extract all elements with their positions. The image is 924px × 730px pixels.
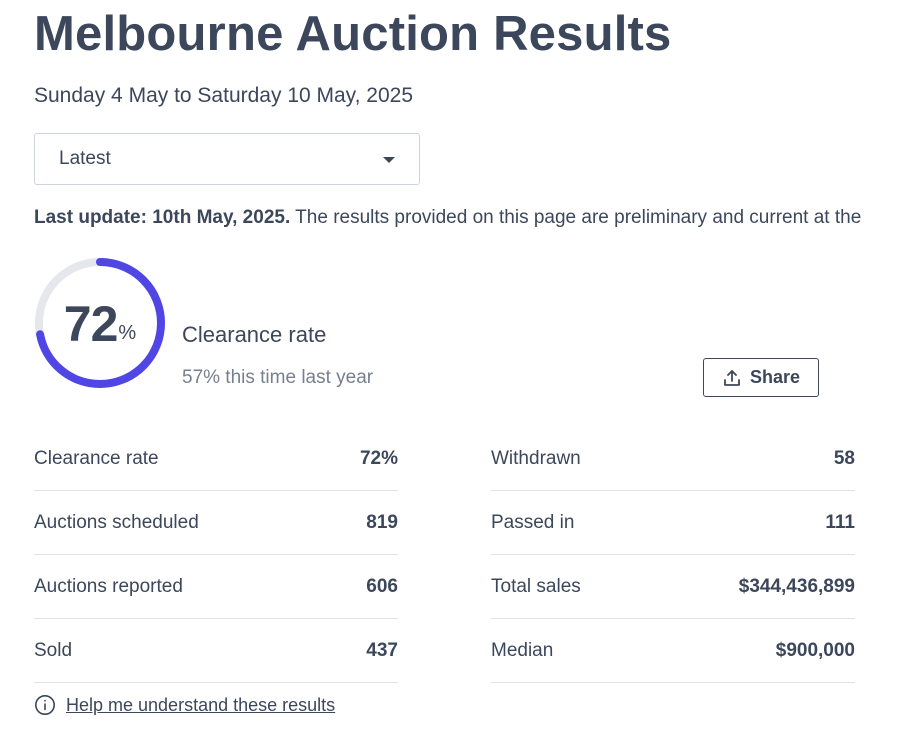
stat-value: $900,000: [775, 639, 855, 661]
stat-value: 58: [833, 447, 855, 469]
clearance-rate-label: Clearance rate: [182, 322, 327, 347]
stat-label: Auctions scheduled: [34, 511, 199, 533]
last-update-date: Last update: 10th May, 2025.: [34, 207, 291, 228]
clearance-rate-ring: [35, 258, 165, 388]
date-range: Sunday 4 May to Saturday 10 May, 2025: [34, 84, 414, 107]
stat-value: 111: [825, 511, 855, 533]
clearance-rate-last-year: 57% this time last year: [182, 367, 374, 388]
stat-row: Auctions scheduled 819: [34, 491, 398, 555]
share-upload-icon: [724, 369, 740, 386]
stat-label: Withdrawn: [491, 447, 581, 469]
stat-label: Auctions reported: [34, 575, 183, 597]
clearance-ring-progress: [35, 258, 165, 388]
last-update-notice: Last update: 10th May, 2025. The results…: [34, 207, 861, 229]
stat-value: 819: [366, 511, 398, 533]
stat-value: 437: [366, 639, 398, 661]
stat-value: 606: [366, 575, 398, 597]
stat-row: Clearance rate 72%: [34, 427, 398, 491]
stats-table-right: Withdrawn 58 Passed in 111 Total sales $…: [491, 427, 855, 683]
stat-label: Sold: [34, 639, 73, 661]
stat-row: Auctions reported 606: [34, 555, 398, 619]
stat-label: Total sales: [491, 575, 581, 597]
stat-row: Sold 437: [34, 619, 398, 683]
stat-row: Passed in 111: [491, 491, 855, 555]
stat-row: Total sales $344,436,899: [491, 555, 855, 619]
stat-value: 72%: [359, 447, 398, 469]
clearance-ring-unit: %: [118, 321, 137, 344]
period-select-value: Latest: [59, 148, 111, 169]
stat-label: Clearance rate: [34, 447, 159, 469]
stat-row: Median $900,000: [491, 619, 855, 683]
stat-label: Passed in: [491, 511, 575, 533]
stat-row: Withdrawn 58: [491, 427, 855, 491]
info-icon: [35, 695, 55, 715]
period-select[interactable]: Latest: [34, 133, 420, 185]
stats-table-left: Clearance rate 72% Auctions scheduled 81…: [34, 427, 398, 683]
help-link-label[interactable]: Help me understand these results: [66, 694, 336, 715]
clearance-ring-value: 72%: [33, 256, 167, 390]
stat-label: Median: [491, 639, 554, 661]
help-link[interactable]: Help me understand these results: [34, 694, 335, 716]
chevron-down-icon: [383, 157, 395, 163]
last-update-text: The results provided on this page are pr…: [290, 207, 862, 228]
stat-value: $344,436,899: [738, 575, 855, 597]
page-title: Melbourne Auction Results: [34, 7, 672, 61]
share-button[interactable]: Share: [703, 358, 819, 397]
share-button-label: Share: [749, 367, 801, 387]
clearance-ring-number: 72: [63, 296, 119, 352]
